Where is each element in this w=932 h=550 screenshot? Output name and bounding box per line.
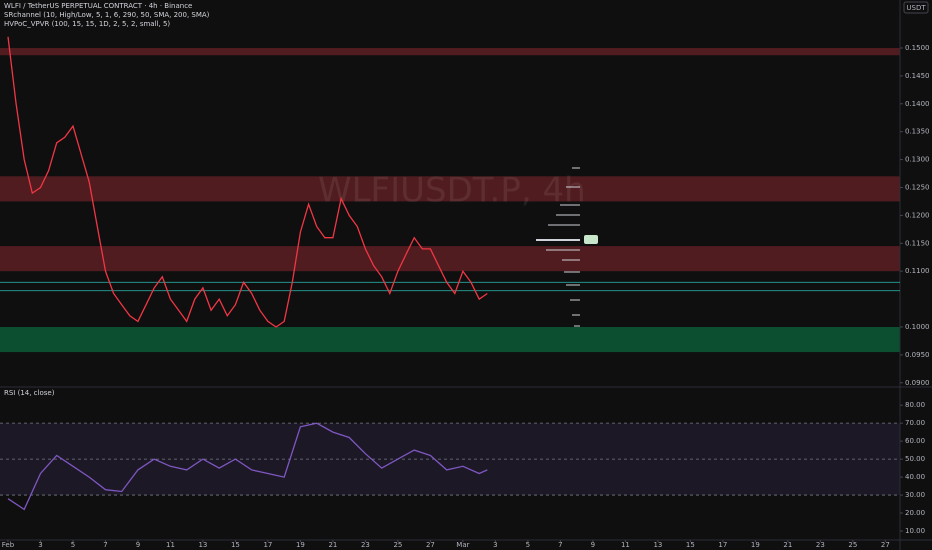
y-tick-label: 0.0950 — [905, 351, 930, 359]
y-tick-label: 70.00 — [905, 419, 925, 427]
sr-zone — [0, 326, 900, 353]
y-tick-label: 0.1100 — [905, 267, 930, 275]
series-line — [7, 422, 488, 511]
y-tick-label: 30.00 — [905, 491, 925, 499]
x-tick-label: 19 — [296, 541, 305, 549]
x-tick-label: 19 — [751, 541, 760, 549]
y-tick-label: 0.1250 — [905, 183, 930, 191]
currency-button[interactable] — [903, 1, 929, 14]
x-tick-label: Feb — [2, 541, 15, 549]
symbol-title: WLFI / TetherUS PERPETUAL CONTRACT · 4h … — [4, 2, 192, 10]
sr-zone — [0, 176, 900, 202]
watermark: WLFIUSDT.P, 4h — [318, 171, 586, 211]
y-tick-label: 10.00 — [905, 527, 925, 535]
x-tick-label: 5 — [71, 541, 75, 549]
x-tick-label: 5 — [526, 541, 530, 549]
y-tick-label: 0.1300 — [905, 156, 930, 164]
y-tick-label: 80.00 — [905, 401, 925, 409]
rsi-title: RSI (14, close) — [4, 389, 55, 397]
x-tick-label: Mar — [456, 541, 469, 549]
y-tick-label: 60.00 — [905, 437, 925, 445]
y-tick-label: 40.00 — [905, 473, 925, 481]
currency-label[interactable]: USDT — [906, 4, 926, 12]
x-tick-label: 21 — [328, 541, 337, 549]
indicator-label: SRchannel (10, High/Low, 5, 1, 6, 290, 5… — [4, 11, 210, 19]
x-tick-label: 17 — [263, 541, 272, 549]
x-tick-label: 9 — [136, 541, 140, 549]
x-tick-label: 23 — [361, 541, 370, 549]
sr-zone — [0, 246, 900, 272]
indicator-label: HVPoC_VPVR (100, 15, 15, 1D, 2, 5, 2, sm… — [4, 20, 170, 28]
y-tick-label: 0.1350 — [905, 128, 930, 136]
x-tick-label: 17 — [718, 541, 727, 549]
x-tick-label: 13 — [198, 541, 207, 549]
volume-profile — [536, 167, 580, 327]
x-tick-label: 27 — [426, 541, 435, 549]
x-tick-label: 15 — [231, 541, 240, 549]
x-tick-label: 23 — [816, 541, 825, 549]
x-tick-label: 25 — [393, 541, 402, 549]
x-tick-label: 3 — [38, 541, 42, 549]
y-tick-label: 0.1200 — [905, 211, 930, 219]
poc-marker — [584, 235, 598, 244]
x-tick-label: 7 — [558, 541, 562, 549]
x-tick-label: 25 — [848, 541, 857, 549]
x-tick-label: 15 — [686, 541, 695, 549]
y-tick-label: 50.00 — [905, 455, 925, 463]
y-tick-label: 0.1150 — [905, 239, 930, 247]
x-tick-label: 9 — [591, 541, 595, 549]
series-line — [7, 36, 488, 328]
y-tick-label: 0.0900 — [905, 379, 930, 387]
x-tick-label: 11 — [621, 541, 630, 549]
x-tick-label: 27 — [881, 541, 890, 549]
y-tick-label: 0.1450 — [905, 72, 930, 80]
x-tick-label: 21 — [783, 541, 792, 549]
y-tick-label: 20.00 — [905, 509, 925, 517]
y-tick-label: 0.1500 — [905, 44, 930, 52]
sr-zone — [0, 47, 900, 56]
x-tick-label: 11 — [166, 541, 175, 549]
y-tick-label: 0.1400 — [905, 100, 930, 108]
y-tick-label: 0.1000 — [905, 323, 930, 331]
x-tick-label: 13 — [653, 541, 662, 549]
x-tick-label: 3 — [493, 541, 497, 549]
x-tick-label: 7 — [103, 541, 107, 549]
